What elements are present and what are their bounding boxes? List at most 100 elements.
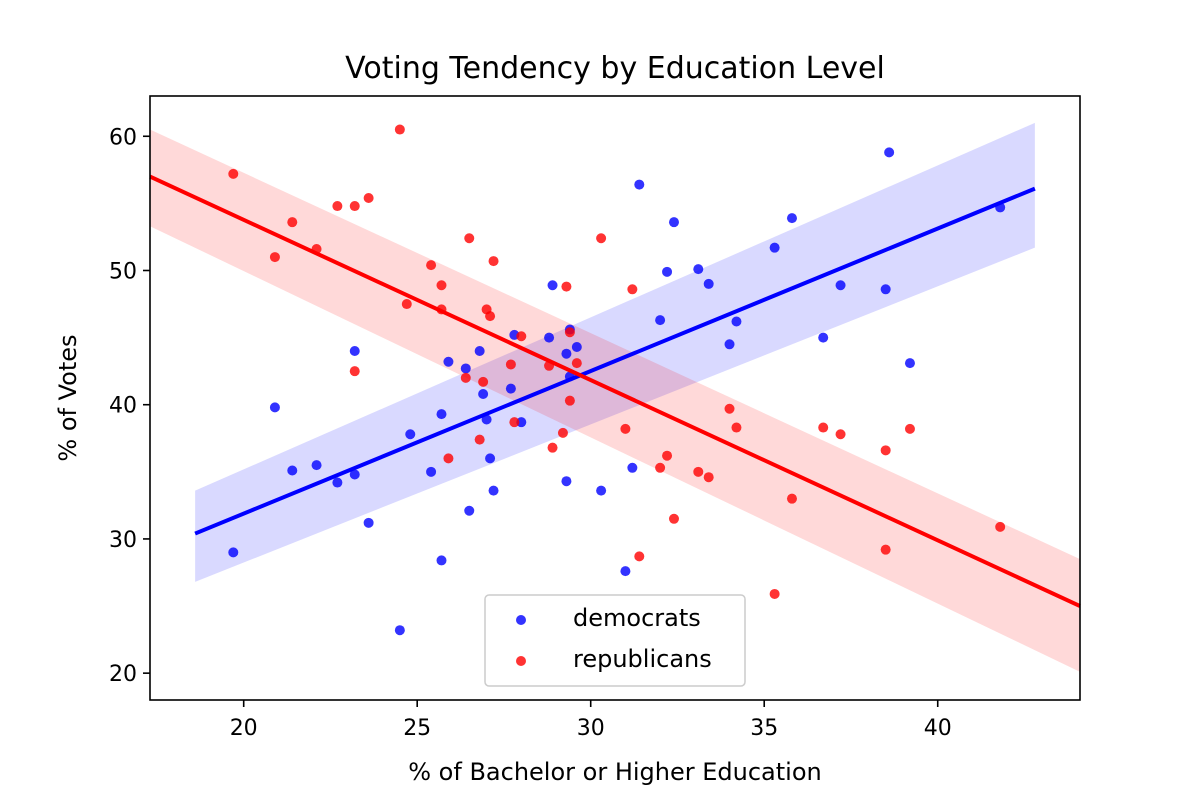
point-republicans-45 <box>835 429 846 440</box>
point-democrats-38 <box>693 264 704 275</box>
plot-area <box>149 122 1081 672</box>
point-democrats-42 <box>769 242 780 253</box>
y-axis-label: % of Votes <box>54 334 82 461</box>
point-republicans-26 <box>557 427 568 438</box>
point-republicans-29 <box>564 395 575 406</box>
point-democrats-34 <box>634 179 645 190</box>
point-republicans-2 <box>287 217 298 228</box>
point-democrats-37 <box>668 217 679 228</box>
point-republicans-0 <box>228 168 239 179</box>
point-republicans-13 <box>443 453 454 464</box>
regression-line-democrats <box>194 186 1036 536</box>
point-democrats-24 <box>544 332 555 343</box>
point-democrats-15 <box>464 505 475 516</box>
point-republicans-44 <box>818 422 829 433</box>
point-democrats-8 <box>394 625 405 636</box>
point-democrats-4 <box>332 477 343 488</box>
point-republicans-32 <box>620 423 631 434</box>
point-democrats-7 <box>363 517 374 528</box>
point-republicans-4 <box>332 201 343 212</box>
point-democrats-36 <box>662 266 673 277</box>
point-democrats-46 <box>880 284 891 295</box>
point-democrats-9 <box>405 429 416 440</box>
point-democrats-20 <box>488 485 499 496</box>
point-democrats-1 <box>269 402 280 413</box>
point-republicans-41 <box>731 422 742 433</box>
point-republicans-49 <box>995 521 1006 532</box>
x-tick-label: 30 <box>577 716 605 741</box>
point-republicans-6 <box>349 366 360 377</box>
legend-marker-republicans <box>516 656 526 666</box>
point-republicans-10 <box>426 260 437 271</box>
point-democrats-39 <box>703 278 714 289</box>
point-republicans-23 <box>516 331 527 342</box>
point-democrats-16 <box>474 346 485 357</box>
point-republicans-39 <box>703 472 714 483</box>
point-democrats-11 <box>436 409 447 420</box>
point-republicans-8 <box>394 124 405 135</box>
point-republicans-47 <box>880 544 891 555</box>
point-democrats-21 <box>505 383 516 394</box>
point-republicans-28 <box>564 327 575 338</box>
point-republicans-43 <box>786 493 797 504</box>
point-republicans-17 <box>478 376 489 387</box>
point-republicans-16 <box>474 434 485 445</box>
point-republicans-21 <box>505 359 516 370</box>
point-republicans-22 <box>509 417 520 428</box>
point-republicans-5 <box>349 201 360 212</box>
point-democrats-23 <box>516 417 527 428</box>
point-republicans-20 <box>488 256 499 267</box>
legend-marker-democrats <box>516 615 526 625</box>
point-democrats-17 <box>478 388 489 399</box>
point-democrats-41 <box>731 316 742 327</box>
point-republicans-46 <box>880 445 891 456</box>
legend: democrats republicans <box>484 594 746 687</box>
point-democrats-25 <box>547 280 558 291</box>
x-axis: 20 25 30 35 40 <box>230 700 952 741</box>
y-tick-label: 30 <box>109 528 137 553</box>
point-democrats-31 <box>596 485 607 496</box>
point-democrats-30 <box>571 341 582 352</box>
x-axis-label: % of Bachelor or Higher Education <box>408 758 821 786</box>
point-democrats-35 <box>655 315 666 326</box>
point-republicans-1 <box>269 252 280 263</box>
point-republicans-38 <box>693 466 704 477</box>
confidence-band-democrats <box>195 122 1035 582</box>
point-republicans-40 <box>724 403 735 414</box>
point-democrats-32 <box>620 566 631 577</box>
y-tick-label: 60 <box>109 125 137 150</box>
point-republicans-37 <box>668 513 679 524</box>
plot-frame <box>149 95 1081 701</box>
point-democrats-47 <box>884 147 895 158</box>
legend-box <box>484 594 746 687</box>
point-republicans-14 <box>460 372 471 383</box>
point-republicans-34 <box>634 551 645 562</box>
point-republicans-11 <box>436 280 447 291</box>
point-democrats-43 <box>786 213 797 224</box>
point-republicans-35 <box>655 462 666 473</box>
point-republicans-48 <box>904 423 915 434</box>
point-democrats-14 <box>460 363 471 374</box>
legend-label-democrats: democrats <box>573 604 701 632</box>
point-republicans-7 <box>363 193 374 204</box>
point-democrats-33 <box>627 462 638 473</box>
point-democrats-13 <box>443 356 454 367</box>
point-republicans-36 <box>662 450 673 461</box>
point-republicans-15 <box>464 233 475 244</box>
point-republicans-42 <box>769 588 780 599</box>
point-democrats-5 <box>349 469 360 480</box>
x-tick-label: 40 <box>924 716 952 741</box>
y-tick-label: 20 <box>109 662 137 687</box>
chart-title: Voting Tendency by Education Level <box>345 51 885 86</box>
point-democrats-45 <box>835 280 846 291</box>
y-tick-label: 40 <box>109 394 137 419</box>
x-tick-label: 25 <box>403 716 431 741</box>
y-tick-label: 50 <box>109 259 137 284</box>
point-democrats-2 <box>287 465 298 476</box>
regression-line-republicans <box>149 174 1081 608</box>
point-democrats-0 <box>228 547 239 558</box>
y-axis: 20 30 40 50 60 <box>109 125 150 687</box>
point-democrats-12 <box>436 555 447 566</box>
point-democrats-27 <box>561 476 572 487</box>
